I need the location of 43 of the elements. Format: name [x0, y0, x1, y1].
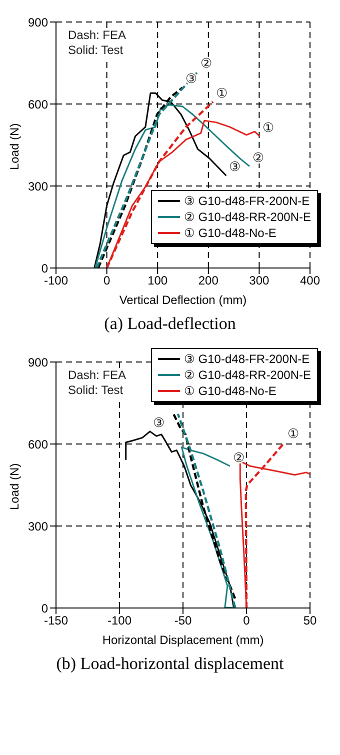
x-tick-label: -150: [44, 614, 68, 628]
x-tick-label: -50: [174, 614, 192, 628]
annotation: ③: [229, 159, 242, 174]
x-tick-label: 200: [198, 274, 219, 288]
x-tick-label: 100: [148, 274, 168, 288]
annotation: Dash: FEA: [68, 28, 126, 43]
y-axis-title: Load (N): [7, 123, 22, 170]
y-tick-label: 0: [41, 261, 48, 276]
y-tick-label: 900: [28, 15, 48, 30]
x-axis-title: Vertical Deflection (mm): [119, 293, 247, 307]
x-tick-label: -100: [107, 614, 132, 628]
annotation: Dash: FEA: [68, 368, 126, 383]
text: (b) Load-horizontal displacement: [55, 654, 285, 674]
annotation: ③: [152, 415, 165, 430]
annotation: Solid: Test: [68, 383, 124, 398]
legend-label: ① G10-d48-No-E: [184, 383, 276, 399]
y-tick-label: 300: [28, 179, 48, 194]
legend-label: ② G10-d48-RR-200N-E: [184, 367, 311, 383]
legend-label: ③ G10-d48-FR-200N-E: [184, 351, 310, 367]
x-tick-label: -100: [44, 274, 68, 288]
annotation: ②: [232, 450, 245, 465]
legend-label: ① G10-d48-No-E: [184, 225, 276, 241]
y-tick-label: 300: [28, 519, 48, 534]
annotation: ②: [252, 150, 265, 165]
x-tick-label: 400: [300, 274, 320, 288]
legend-label: ② G10-d48-RR-200N-E: [184, 209, 311, 225]
annotation: ①: [262, 120, 275, 135]
y-tick-label: 600: [28, 437, 48, 452]
x-tick-label: 300: [249, 274, 270, 288]
annotation: ②: [200, 55, 213, 70]
annotation: ①: [288, 426, 300, 441]
annotation: ①: [216, 85, 228, 100]
y-tick-label: 600: [28, 97, 48, 112]
x-tick-label: 0: [243, 614, 250, 628]
legend-label: ③ G10-d48-FR-200N-E: [184, 193, 310, 209]
y-axis-title: Load (N): [7, 463, 22, 510]
y-tick-label: 0: [41, 601, 48, 616]
y-tick-label: 900: [28, 355, 48, 370]
text: (a) Load-deflection: [103, 314, 237, 334]
annotation: Solid: Test: [68, 43, 124, 58]
x-axis-title: Horizontal Displacement (mm): [102, 633, 264, 647]
x-tick-label: 0: [103, 274, 110, 288]
x-tick-label: 50: [303, 614, 317, 628]
